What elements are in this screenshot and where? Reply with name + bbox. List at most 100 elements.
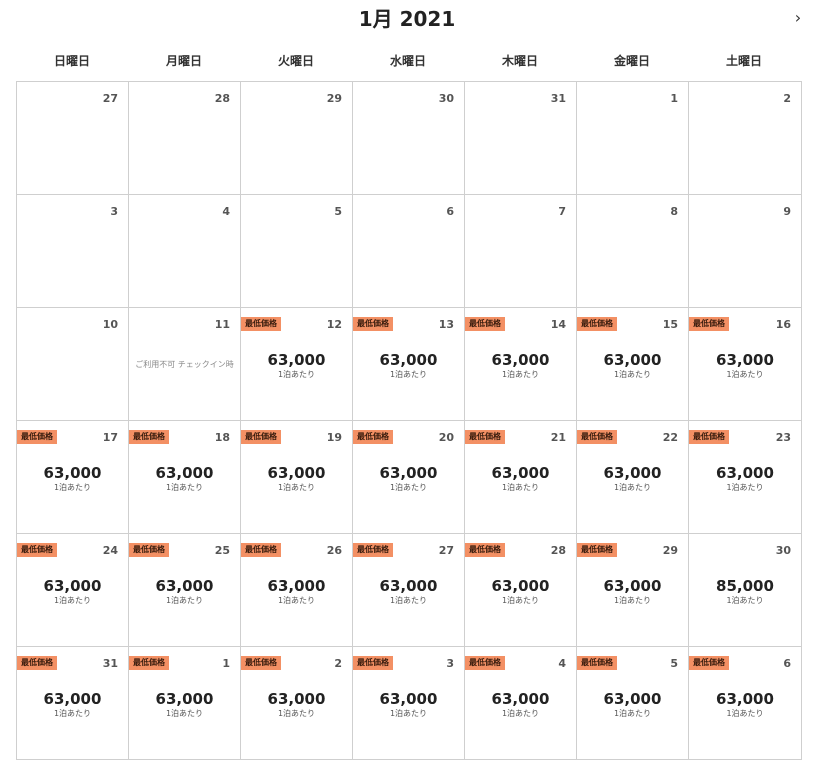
lowest-price-badge: 最低価格 <box>353 656 393 670</box>
lowest-price-badge: 最低価格 <box>129 430 169 444</box>
per-night-label: 1泊あたり <box>389 370 428 379</box>
nightly-price: 63,000 <box>603 351 662 369</box>
calendar-day-cell: 4 <box>129 195 241 308</box>
calendar-day-cell[interactable]: 17 最低価格 63,000 1泊あたり <box>17 421 129 534</box>
day-number: 28 <box>214 92 230 105</box>
calendar-day-cell[interactable]: 5 最低価格 63,000 1泊あたり <box>577 647 689 760</box>
lowest-price-badge: 最低価格 <box>577 317 617 331</box>
calendar-day-cell[interactable]: 29 最低価格 63,000 1泊あたり <box>577 534 689 647</box>
calendar-day-cell[interactable]: 23 最低価格 63,000 1泊あたり <box>689 421 802 534</box>
calendar-day-cell[interactable]: 22 最低価格 63,000 1泊あたり <box>577 421 689 534</box>
nightly-price: 63,000 <box>603 577 662 595</box>
month-title: 1月 2021 <box>358 7 456 31</box>
day-number: 20 <box>438 431 454 444</box>
nightly-price: 63,000 <box>379 577 438 595</box>
lowest-price-badge: 最低価格 <box>577 430 617 444</box>
calendar-day-cell[interactable]: 31 最低価格 63,000 1泊あたり <box>17 647 129 760</box>
day-number: 17 <box>102 431 118 444</box>
lowest-price-badge: 最低価格 <box>465 317 505 331</box>
calendar-day-cell[interactable]: 14 最低価格 63,000 1泊あたり <box>465 308 577 421</box>
day-number: 27 <box>438 544 454 557</box>
calendar-day-cell[interactable]: 2 最低価格 63,000 1泊あたり <box>241 647 353 760</box>
nightly-price: 63,000 <box>379 351 438 369</box>
day-number: 11 <box>214 318 230 331</box>
lowest-price-badge: 最低価格 <box>689 656 729 670</box>
calendar-day-cell[interactable]: 28 最低価格 63,000 1泊あたり <box>465 534 577 647</box>
weekday-wednesday: 水曜日 <box>389 54 426 68</box>
day-number: 31 <box>102 657 118 670</box>
day-number: 15 <box>662 318 678 331</box>
calendar-day-cell[interactable]: 1 最低価格 63,000 1泊あたり <box>129 647 241 760</box>
day-number: 16 <box>775 318 791 331</box>
day-number: 25 <box>214 544 230 557</box>
calendar-day-cell[interactable]: 12 最低価格 63,000 1泊あたり <box>241 308 353 421</box>
day-number: 4 <box>222 205 230 218</box>
weekday-header-row: 日曜日 月曜日 火曜日 水曜日 木曜日 金曜日 土曜日 <box>16 52 802 72</box>
calendar-day-cell[interactable]: 15 最低価格 63,000 1泊あたり <box>577 308 689 421</box>
lowest-price-badge: 最低価格 <box>241 656 281 670</box>
nightly-price: 63,000 <box>491 690 550 708</box>
nightly-price: 63,000 <box>379 690 438 708</box>
calendar-day-cell[interactable]: 30 85,000 1泊あたり <box>689 534 802 647</box>
day-number: 8 <box>670 205 678 218</box>
lowest-price-badge: 最低価格 <box>241 543 281 557</box>
day-number: 5 <box>334 205 342 218</box>
calendar-day-cell[interactable]: 6 最低価格 63,000 1泊あたり <box>689 647 802 760</box>
per-night-label: 1泊あたり <box>277 596 316 605</box>
calendar-day-cell[interactable]: 24 最低価格 63,000 1泊あたり <box>17 534 129 647</box>
calendar-day-cell[interactable]: 20 最低価格 63,000 1泊あたり <box>353 421 465 534</box>
weekday-sunday: 日曜日 <box>53 54 90 68</box>
nightly-price: 63,000 <box>716 351 774 369</box>
day-number: 3 <box>110 205 118 218</box>
lowest-price-badge: 最低価格 <box>129 656 169 670</box>
per-night-label: 1泊あたり <box>277 709 316 718</box>
per-night-label: 1泊あたり <box>501 709 540 718</box>
day-number: 2 <box>334 657 342 670</box>
calendar-day-cell[interactable]: 13 最低価格 63,000 1泊あたり <box>353 308 465 421</box>
day-number: 14 <box>550 318 566 331</box>
calendar-day-cell: 29 <box>241 82 353 195</box>
nightly-price: 63,000 <box>155 577 214 595</box>
calendar-day-cell: 6 <box>353 195 465 308</box>
day-number: 24 <box>102 544 118 557</box>
lowest-price-badge: 最低価格 <box>353 317 393 331</box>
day-number: 31 <box>550 92 566 105</box>
nightly-price: 63,000 <box>155 690 214 708</box>
calendar-day-cell[interactable]: 27 最低価格 63,000 1泊あたり <box>353 534 465 647</box>
nightly-price: 63,000 <box>43 464 102 482</box>
calendar-day-cell[interactable]: 21 最低価格 63,000 1泊あたり <box>465 421 577 534</box>
calendar-day-cell[interactable]: 26 最低価格 63,000 1泊あたり <box>241 534 353 647</box>
lowest-price-badge: 最低価格 <box>241 317 281 331</box>
calendar-day-cell[interactable]: 3 最低価格 63,000 1泊あたり <box>353 647 465 760</box>
per-night-label: 1泊あたり <box>165 483 204 492</box>
day-number: 29 <box>326 92 342 105</box>
calendar-day-cell[interactable]: 18 最低価格 63,000 1泊あたり <box>129 421 241 534</box>
calendar-day-cell: 10 <box>17 308 129 421</box>
day-number: 21 <box>550 431 566 444</box>
calendar-day-cell: 1 <box>577 82 689 195</box>
calendar-day-cell[interactable]: 4 最低価格 63,000 1泊あたり <box>465 647 577 760</box>
nightly-price: 63,000 <box>267 690 326 708</box>
per-night-label: 1泊あたり <box>165 709 204 718</box>
day-number: 4 <box>558 657 566 670</box>
day-number: 30 <box>438 92 454 105</box>
nightly-price: 63,000 <box>43 690 102 708</box>
calendar-day-cell[interactable]: 16 最低価格 63,000 1泊あたり <box>689 308 802 421</box>
chevron-right-icon: › <box>794 8 802 27</box>
per-night-label: 1泊あたり <box>613 596 652 605</box>
per-night-label: 1泊あたり <box>53 709 92 718</box>
calendar-grid: 27 28 29 30 31 1 2 3 4 5 6 7 8 9 10 11 ご利用不可 チェックイン時 12 最低… <box>16 81 802 760</box>
calendar-day-cell[interactable]: 19 最低価格 63,000 1泊あたり <box>241 421 353 534</box>
next-month-button[interactable]: › <box>790 8 806 28</box>
nightly-price: 63,000 <box>43 577 102 595</box>
day-number: 29 <box>662 544 678 557</box>
nightly-price: 63,000 <box>603 464 662 482</box>
calendar-header: 1月 2021 › <box>0 0 814 40</box>
per-night-label: 1泊あたり <box>613 370 652 379</box>
calendar-day-cell[interactable]: 25 最低価格 63,000 1泊あたり <box>129 534 241 647</box>
nightly-price: 63,000 <box>379 464 438 482</box>
day-number: 18 <box>214 431 230 444</box>
weekday-friday: 金曜日 <box>613 54 650 68</box>
lowest-price-badge: 最低価格 <box>353 430 393 444</box>
lowest-price-badge: 最低価格 <box>17 543 57 557</box>
